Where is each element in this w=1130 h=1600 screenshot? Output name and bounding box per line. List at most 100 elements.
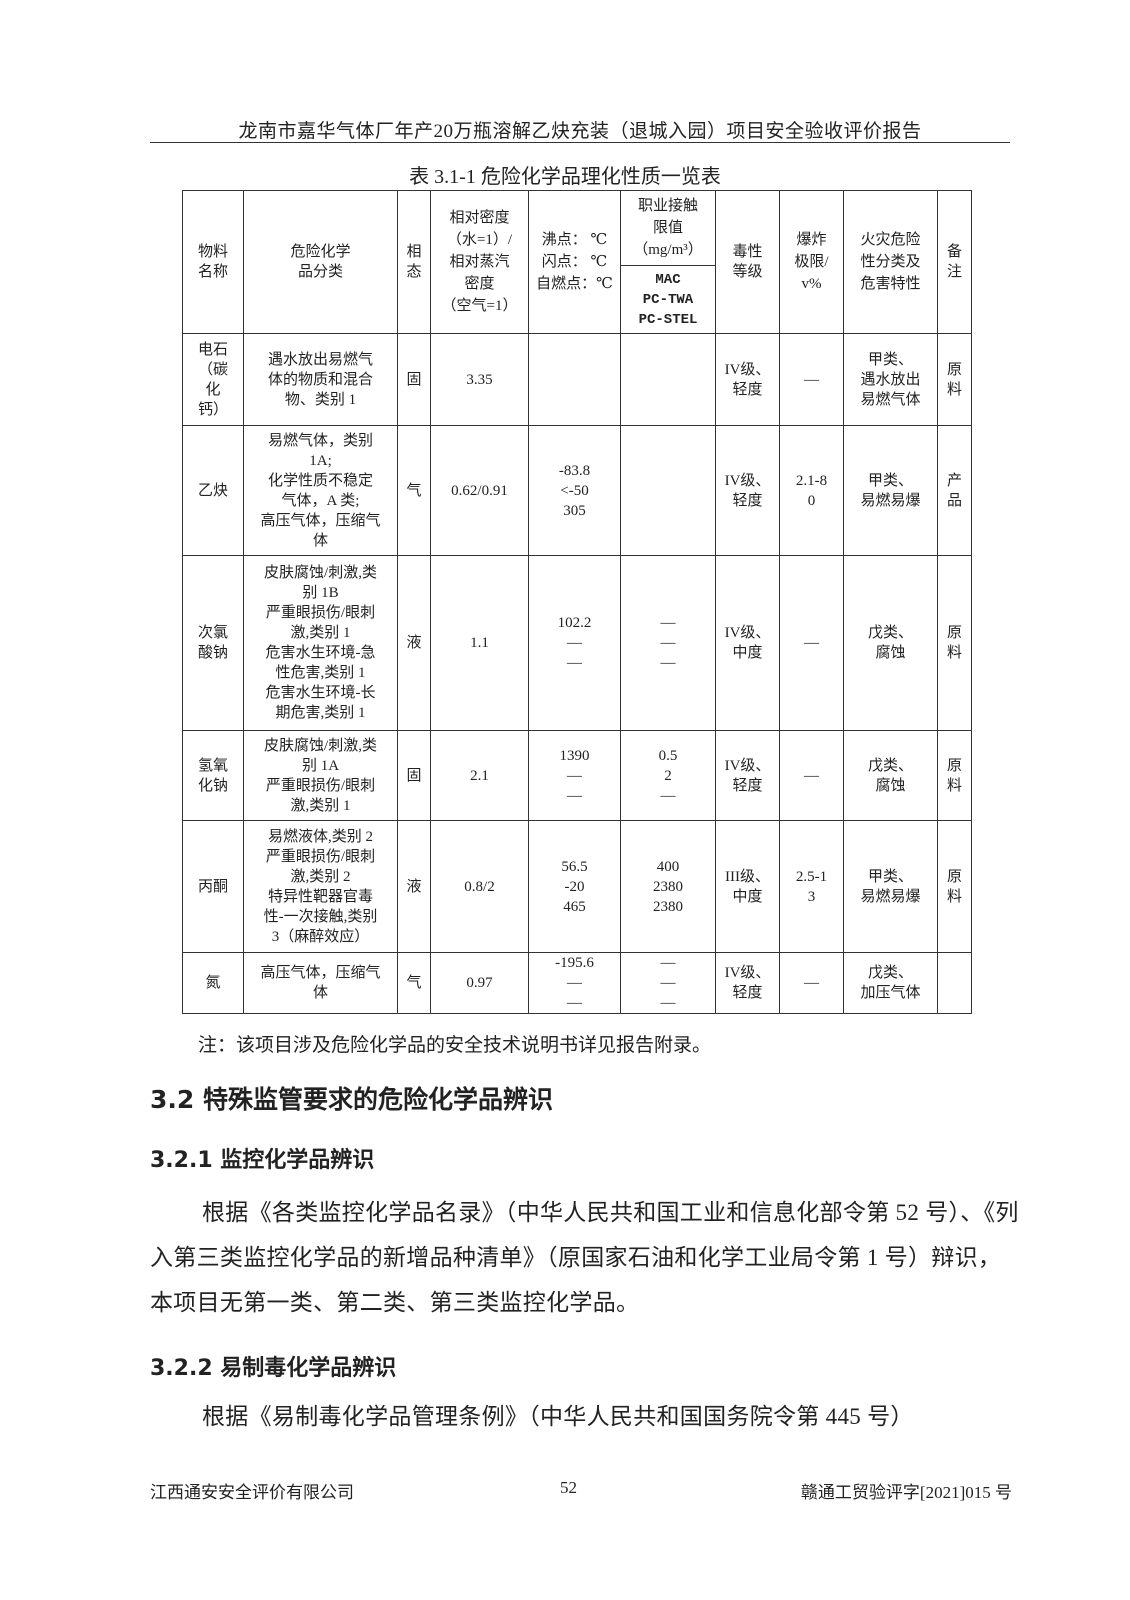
cell-text-line: -20 (564, 878, 585, 895)
cell-hazard-class: 皮肤腐蚀/刺激,类别 1A 严重眼损伤/眼刺 激,类别 1 (243, 730, 398, 821)
cell-text-line: 激,类别 1 (290, 797, 351, 814)
cell-remark (937, 952, 972, 1014)
cell-text-line: 品分类 (297, 264, 343, 280)
cell-name: 乙炔 (182, 425, 244, 556)
cell-text-line: 气体，A 类; (281, 492, 360, 509)
cell-density: 1.1 (430, 555, 529, 731)
cell-points: 1390 — — (528, 730, 621, 821)
cell-text-line: 料 (946, 888, 962, 905)
cell-text-line: 特异性靶器官毒 (267, 888, 373, 905)
cell-text-line: 原 (946, 868, 962, 885)
cell-text-line: 皮肤腐蚀/刺激,类 (264, 565, 377, 581)
cell-text-line: 限值 (652, 220, 683, 236)
cell-text-line: 严重眼损伤/眼刺 (265, 848, 376, 865)
cell-fire-hazard: 甲类、 易燃易爆 (843, 425, 938, 556)
cell-text-line: 密度 (464, 276, 495, 292)
cell-text-line: 2380 (653, 898, 683, 915)
cell-text-line: 危害特性 (860, 276, 921, 292)
running-header: 龙南市嘉华气体厂年产20万瓶溶解乙炔充装（退城入园）项目安全验收评价报告 (238, 121, 922, 142)
cell-text-line: 1.1 (470, 635, 489, 651)
cell-text-line: 相对密度 (449, 210, 510, 226)
cell-text-line: 液 (406, 878, 422, 895)
cell-text-line: v% (801, 276, 822, 292)
cell-text-line: 期危害,类别 1 (275, 705, 366, 721)
cell-text-line: — (660, 635, 676, 651)
cell-text-line: — (567, 767, 582, 784)
cell-text-line: 2380 (653, 878, 683, 895)
cell-text-line: 原 (946, 361, 962, 378)
cell-oel: — — — (620, 555, 716, 731)
cell-text-line: III级、 (725, 868, 770, 885)
cell-density: 0.62/0.91 (430, 425, 529, 556)
cell-toxicity: IV级、 轻度 (715, 333, 780, 426)
cell-text-line: 火灾危险 (860, 232, 921, 248)
cell-text-line: 料 (946, 645, 962, 661)
cell-text-line: 305 (563, 502, 586, 519)
cell-fire-hazard: 戊类、 腐蚀 (843, 555, 938, 731)
cell-text-line: 0.97 (466, 975, 493, 991)
cell-text-line: 酸钠 (197, 645, 228, 661)
cell-text-line: 品 (946, 492, 962, 509)
cell-text-line: 氮 (205, 975, 221, 991)
cell-phase: 固 (397, 730, 431, 821)
cell-text-line: 皮肤腐蚀/刺激,类 (264, 737, 377, 754)
cell-points: 102.2 — — (528, 555, 621, 731)
cell-text-line: 1A; (309, 452, 332, 469)
cell-text-line: 别 1B (302, 585, 339, 601)
cell-text-line: 易燃易爆 (860, 888, 921, 905)
cell-text-line: — (660, 655, 676, 671)
cell-text-line: 0.62/0.91 (451, 482, 508, 499)
cell-phase: 气 (397, 425, 431, 556)
cell-text-line: 甲类、 (867, 472, 913, 489)
cell-density: 0.8/2 (430, 820, 529, 953)
cell-text-line: -195.6 (555, 955, 594, 971)
cell-text-line: 体 (312, 985, 328, 1001)
cell-text-line: 体 (312, 532, 328, 549)
cell-text-line: 气 (406, 975, 422, 991)
header-phase: 相态 (397, 190, 431, 334)
cell-text-line: 腐蚀 (875, 645, 906, 661)
cell-text-line: 102.2 (557, 615, 592, 631)
header-oel: 职业接触 限值 （mg/m³） (620, 190, 716, 266)
table-row: 乙炔 易燃气体，类别 1A; 化学性质不稳定 气体，A 类; 高压气体，压缩气体 气 0.62… (182, 425, 972, 556)
cell-text-line: 0 (807, 492, 816, 509)
cell-text-line: — (660, 955, 676, 971)
cell-text-line: 液 (406, 635, 422, 651)
header-explosive-limit: 爆炸 极限/v% (779, 190, 844, 334)
paragraph-3-2-1: 根据《各类监控化学品名录》（中华人民共和国工业和信息化部令第 52 号）、《列入… (150, 1200, 1019, 1315)
cell-hazard-class: 易燃气体，类别 1A; 化学性质不稳定 气体，A 类; 高压气体，压缩气体 (243, 425, 398, 556)
cell-text-line: — (804, 371, 819, 388)
cell-text-line: 2 (664, 767, 672, 784)
cell-text-line: 钙） (197, 401, 228, 418)
cell-text-line: 3.35 (466, 371, 493, 388)
cell-points: 56.5 -20 465 (528, 820, 621, 953)
header-toxicity: 毒性 等级 (715, 190, 780, 334)
cell-oel: — — — (620, 952, 716, 1014)
cell-phase: 液 (397, 555, 431, 731)
footer-doc-number: 赣通工贸验评字[2021]015 号 (800, 1483, 1012, 1502)
cell-text-line: 化 (205, 381, 221, 398)
cell-text-line: 中度 (732, 645, 763, 661)
cell-explosive-limit: 2.5-1 3 (779, 820, 844, 953)
cell-text-line: 戊类、 (867, 625, 913, 641)
cell-toxicity: IV级、 中度 (715, 555, 780, 731)
cell-text-line: 电石 (197, 341, 228, 358)
cell-text-line: 56.5 (561, 858, 588, 875)
cell-oel: 0.5 2 — (620, 730, 716, 821)
cell-oel: 400 2380 2380 (620, 820, 716, 953)
cell-text-line: 体的物质和混合 (267, 371, 373, 388)
table-row: 丙酮 易燃液体,类别 2 严重眼损伤/眼刺 激,类别 2 特异性靶器官毒 性-一次接触,类… (182, 820, 972, 953)
cell-remark: 原料 (937, 333, 972, 426)
cell-fire-hazard: 戊类、 加压气体 (843, 952, 938, 1014)
cell-text-line: 3 (807, 888, 816, 905)
table-row: 电石 （碳化钙） 遇水放出易燃气 体的物质和混合 物、类别 1 固 3.35 IV级、 轻度 — 甲… (182, 333, 972, 426)
cell-name: 丙酮 (182, 820, 244, 953)
cell-toxicity: IV级、 轻度 (715, 952, 780, 1014)
cell-text-line: 激,类别 1 (290, 625, 351, 641)
table-row: 氢氧 化钠 皮肤腐蚀/刺激,类别 1A 严重眼损伤/眼刺 激,类别 1 固 2.1 1390 —… (182, 730, 972, 821)
cell-explosive-limit: — (779, 555, 844, 731)
cell-text-line: 毒性 (732, 244, 763, 260)
cell-text-line: 注 (946, 264, 962, 280)
cell-text-line: 乙炔 (197, 482, 228, 499)
cell-text-line: 轻度 (732, 985, 763, 1001)
